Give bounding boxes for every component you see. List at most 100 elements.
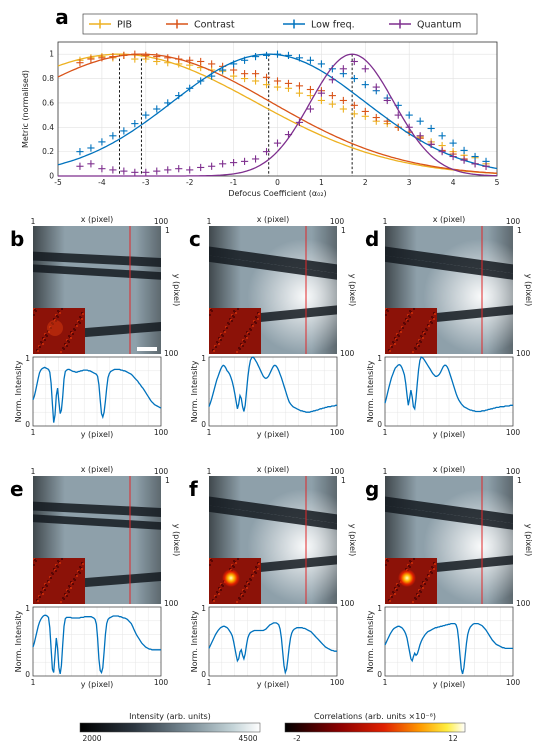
noise-pixel: [39, 346, 41, 348]
noise-pixel: [389, 350, 391, 352]
data-point-quantum: [471, 160, 479, 168]
data-point-quantum: [76, 162, 84, 170]
noise-pixel: [236, 351, 238, 353]
image-x-label: x (pixel): [81, 215, 113, 224]
image-tick-x-100: 100: [506, 467, 521, 476]
correlation-peak: [222, 569, 240, 587]
noise-pixel: [387, 560, 389, 562]
intensity-profile-line: [384, 356, 513, 413]
panel-e: [32, 476, 162, 677]
profile-y-label: Norm. Intensity: [366, 610, 375, 672]
image-x-label: x (pixel): [433, 465, 465, 474]
image-x-label: x (pixel): [433, 215, 465, 224]
scale-bar: [137, 347, 157, 351]
legend: PIB Contrast Low freq. Quantum: [82, 13, 478, 35]
data-point-quantum: [186, 166, 194, 174]
noise-pixel: [42, 593, 44, 595]
panel-label-d: d: [365, 227, 379, 251]
data-point-contrast: [164, 54, 172, 62]
profile-tick-y-0: 0: [25, 420, 30, 429]
data-point-contrast: [372, 113, 380, 122]
noise-pixel: [46, 585, 48, 587]
profile-frame: [208, 606, 338, 677]
profile-tick-y-0: 0: [377, 670, 382, 679]
data-point-lowfreq: [142, 111, 150, 119]
colorbar-intensity: [79, 722, 261, 733]
noise-pixel: [57, 566, 59, 568]
intensity-profile-line: [208, 622, 337, 675]
colorbar-label: Intensity (arb. units): [129, 712, 211, 721]
data-point-quantum: [306, 105, 315, 113]
data-point-pib: [306, 92, 315, 100]
noise-pixel: [33, 564, 35, 566]
image-x-label: x (pixel): [257, 215, 289, 224]
noise-pixel: [420, 591, 422, 593]
noise-pixel: [239, 598, 241, 600]
fit-line-quantum: [58, 53, 498, 177]
data-point-quantum: [383, 96, 391, 105]
data-point-contrast: [328, 92, 336, 100]
data-point-pib: [262, 81, 271, 89]
correlation-inset: [33, 308, 85, 354]
noise-pixel: [396, 589, 398, 591]
image-tick-x-100: 100: [154, 217, 169, 226]
data-point-lowfreq: [284, 51, 293, 59]
intensity-profile-line: [208, 356, 337, 413]
image-y-label: y (pixel): [348, 274, 357, 306]
y-tick-label: 0.6: [42, 98, 54, 107]
panel-label-a: a: [55, 5, 69, 29]
noise-pixel: [66, 345, 68, 347]
data-point-lowfreq: [273, 50, 282, 58]
panel-label-e: e: [10, 477, 24, 501]
noise-pixel: [220, 589, 222, 591]
data-point-quantum: [251, 155, 260, 163]
profile-tick-x-100: 100: [154, 678, 169, 687]
noise-pixel: [55, 320, 57, 322]
profile-frame: [32, 356, 162, 427]
colorbar-label: Correlations (arb. units ×10⁻⁸): [314, 712, 436, 721]
data-point-pib: [317, 96, 325, 105]
profile-y-label: Norm. Intensity: [190, 610, 199, 672]
data-point-quantum: [262, 148, 271, 156]
profile-tick-x-100: 100: [330, 428, 345, 437]
data-point-contrast: [350, 101, 358, 109]
noise-pixel: [398, 335, 400, 337]
noise-pixel: [255, 572, 257, 574]
data-point-contrast: [240, 70, 249, 78]
profile-tick-y-1: 1: [377, 354, 382, 363]
data-point-quantum: [142, 168, 150, 176]
noise-pixel: [242, 345, 244, 347]
noise-pixel: [411, 562, 413, 564]
x-tick-label: 5: [495, 178, 500, 187]
legend-box: [82, 13, 478, 35]
profile-x-label: y (pixel): [433, 680, 465, 689]
profile-tick-x-100: 100: [506, 678, 521, 687]
dark-band: [385, 496, 513, 524]
noise-pixel: [70, 337, 72, 339]
panel-label-f: f: [189, 477, 198, 501]
data-point-lowfreq: [306, 56, 315, 64]
data-point-pib: [339, 105, 347, 113]
data-point-lowfreq: [405, 111, 413, 119]
noise-pixel: [35, 310, 37, 312]
image-tick-x-100: 100: [330, 467, 345, 476]
noise-pixel: [211, 560, 213, 562]
data-point-quantum: [416, 132, 424, 140]
noise-pixel: [37, 600, 39, 602]
data-point-lowfreq: [471, 152, 479, 161]
data-point-quantum: [131, 168, 139, 176]
data-point-lowfreq: [262, 51, 271, 59]
noise-pixel: [60, 351, 62, 353]
noise-pixel: [242, 595, 244, 597]
noise-pixel: [50, 577, 52, 579]
data-point-lowfreq: [76, 148, 84, 156]
dark-band: [209, 496, 337, 524]
image-tick-x-100: 100: [330, 217, 345, 226]
data-point-quantum: [240, 157, 249, 165]
noise-pixel: [68, 591, 70, 593]
data-point-pib: [350, 110, 358, 118]
fit-line-contrast: [57, 53, 498, 174]
profile-tick-x-1: 1: [383, 428, 388, 437]
noise-pixel: [231, 320, 233, 322]
noise-pixel: [61, 308, 63, 310]
